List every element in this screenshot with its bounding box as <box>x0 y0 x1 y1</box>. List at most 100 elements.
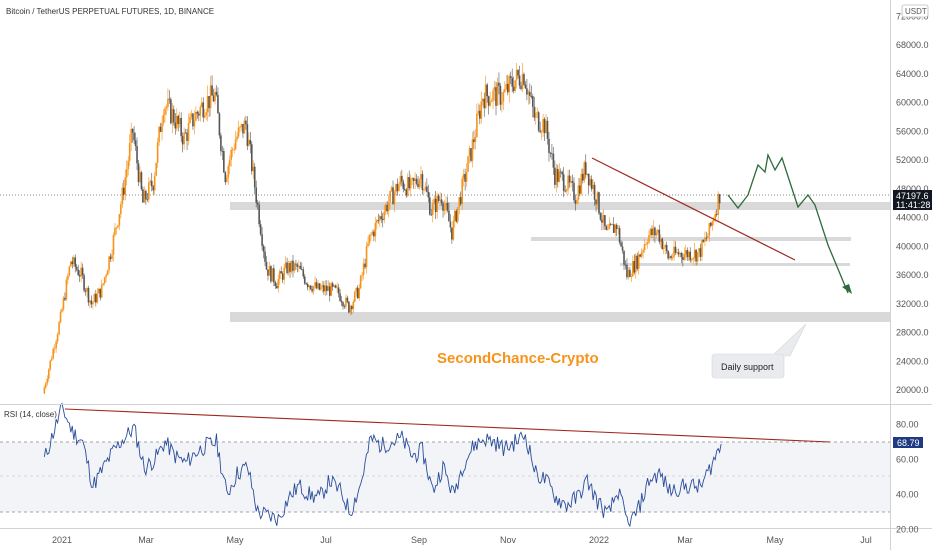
candle-body <box>118 214 121 226</box>
candle-body <box>228 159 231 167</box>
candle-body <box>323 285 325 292</box>
candle-body <box>227 166 230 178</box>
candle-body <box>114 227 116 235</box>
candle-body <box>53 348 56 350</box>
candle-body <box>626 264 628 278</box>
candle-body <box>281 273 284 280</box>
candle-body <box>302 269 305 277</box>
candle-body <box>490 100 493 103</box>
rsi-line <box>43 402 722 528</box>
candle-body <box>462 173 465 179</box>
candle-body <box>690 259 693 261</box>
candle-body <box>378 216 381 221</box>
candle-body <box>659 238 662 242</box>
candle-body <box>633 261 636 273</box>
candle-body <box>473 139 475 142</box>
candle-body <box>636 255 639 269</box>
candle-body <box>177 115 180 125</box>
candle-body <box>676 252 678 254</box>
candle-body <box>623 250 625 265</box>
candle-body <box>574 200 577 204</box>
candle-body <box>605 226 608 230</box>
candle-body <box>436 195 438 213</box>
candle-body <box>364 263 366 268</box>
candle-body <box>58 322 60 335</box>
candle-body <box>46 378 49 384</box>
candle-body <box>521 74 524 90</box>
candle-body <box>555 168 558 185</box>
rsi-axis[interactable]: 80.00 60.00 40.00 20.00 <box>896 420 919 535</box>
candle-body <box>415 178 418 184</box>
candle-body <box>512 86 515 91</box>
candle-body <box>361 274 363 276</box>
candle-body <box>390 187 393 191</box>
candle-body <box>317 283 319 289</box>
candle-body <box>242 123 244 134</box>
candle-body <box>689 251 692 261</box>
candle-body <box>215 91 218 96</box>
candle-body <box>548 138 550 153</box>
candle-body <box>539 130 541 133</box>
candle-body <box>664 245 667 248</box>
candle-body <box>270 266 272 282</box>
price-axis[interactable]: 72000.068000.064000.060000.056000.052000… <box>896 11 929 395</box>
candle-body <box>249 139 252 145</box>
rsi-title[interactable]: RSI (14, close) <box>4 410 57 419</box>
currency-badge[interactable] <box>901 4 929 18</box>
candle-body <box>320 287 322 290</box>
time-axis[interactable]: 2021 Mar May Jul Sep Nov 2022 Mar May Jul <box>52 535 872 545</box>
candle-body <box>602 215 605 223</box>
candle-body <box>305 283 308 285</box>
candle-body <box>536 112 539 114</box>
candle-body <box>456 207 459 222</box>
candle-body <box>670 256 672 259</box>
last-price-countdown: 11:41:28 <box>896 200 930 210</box>
candle-body <box>120 204 122 215</box>
candle-body <box>699 248 702 257</box>
candle-body <box>454 210 456 221</box>
candle-body <box>245 120 247 125</box>
candle-body <box>136 146 138 164</box>
candle-body <box>67 275 69 280</box>
candle-body <box>558 171 561 182</box>
candle-body <box>203 115 206 118</box>
candle-body <box>158 126 160 143</box>
candle-body <box>367 243 369 247</box>
candle-body <box>486 84 488 97</box>
price-tick-label: 20000.0 <box>896 385 929 395</box>
price-tick-label: 60000.0 <box>896 98 929 108</box>
candle-body <box>330 283 333 296</box>
candle-body <box>411 178 413 179</box>
candle-body <box>396 183 399 192</box>
candle-body <box>677 252 680 255</box>
price-tick-label: 36000.0 <box>896 270 929 280</box>
candle-body <box>214 91 216 102</box>
candle-body <box>128 143 131 161</box>
candle-body <box>199 106 202 116</box>
brand-label: SecondChance-Crypto <box>437 350 599 367</box>
candle-body <box>90 300 93 305</box>
candle-body <box>70 261 72 267</box>
candle-body <box>345 297 347 307</box>
candle-body <box>595 199 597 205</box>
candle-body <box>271 268 274 282</box>
candle-body <box>321 285 324 288</box>
candle-body <box>356 287 359 299</box>
candle-body <box>137 163 140 183</box>
candle-body <box>383 211 385 221</box>
candle-body <box>601 219 603 223</box>
candle-body <box>276 285 278 289</box>
candle-body <box>424 186 427 190</box>
candle-body <box>293 263 296 271</box>
callout-text: Daily support <box>721 362 774 372</box>
candle-body <box>358 288 360 299</box>
candle-body <box>608 223 611 230</box>
candle-body <box>508 76 511 93</box>
candle-body <box>346 297 349 302</box>
candle-body <box>156 142 159 163</box>
chart-title[interactable]: Bitcoin / TetherUS PERPETUAL FUTURES, 1D… <box>6 7 214 16</box>
candle-body <box>384 204 387 212</box>
candle-body <box>408 177 411 189</box>
callout-box[interactable] <box>711 353 785 379</box>
